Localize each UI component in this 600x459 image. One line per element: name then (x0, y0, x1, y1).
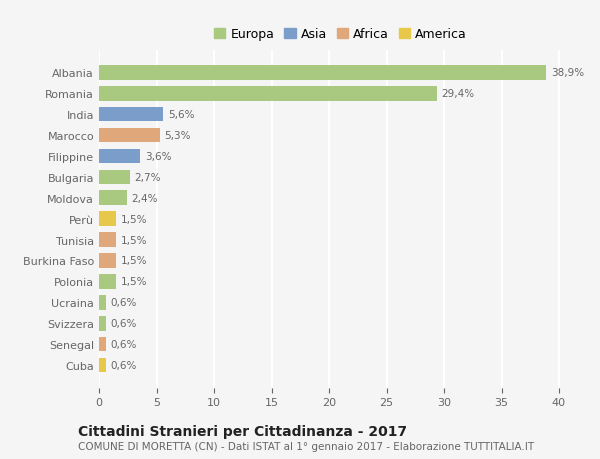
Bar (99, 253, 116, 268)
Bar (99, 87, 437, 101)
Text: 0,6%: 0,6% (110, 339, 137, 349)
Text: 5,6%: 5,6% (168, 110, 194, 120)
Text: 2,7%: 2,7% (134, 173, 161, 182)
Text: 2,4%: 2,4% (131, 193, 158, 203)
Bar (99, 358, 106, 373)
Bar (99, 233, 116, 247)
Bar (99, 316, 106, 331)
Text: 1,5%: 1,5% (121, 256, 148, 266)
Bar (99, 191, 127, 206)
Bar (99, 337, 106, 352)
Text: COMUNE DI MORETTA (CN) - Dati ISTAT al 1° gennaio 2017 - Elaborazione TUTTITALIA: COMUNE DI MORETTA (CN) - Dati ISTAT al 1… (78, 441, 534, 451)
Text: 1,5%: 1,5% (121, 235, 148, 245)
Bar (99, 212, 116, 226)
Bar (99, 170, 130, 185)
Bar (99, 149, 140, 164)
Text: 29,4%: 29,4% (442, 89, 475, 99)
Text: 0,6%: 0,6% (110, 360, 137, 370)
Text: 3,6%: 3,6% (145, 151, 172, 162)
Text: 1,5%: 1,5% (121, 277, 148, 287)
Bar (99, 107, 163, 122)
Text: Cittadini Stranieri per Cittadinanza - 2017: Cittadini Stranieri per Cittadinanza - 2… (78, 425, 407, 438)
Text: 1,5%: 1,5% (121, 214, 148, 224)
Text: 38,9%: 38,9% (551, 68, 584, 78)
Text: 0,6%: 0,6% (110, 319, 137, 329)
Legend: Europa, Asia, Africa, America: Europa, Asia, Africa, America (209, 23, 472, 46)
Text: 5,3%: 5,3% (164, 131, 191, 141)
Text: 0,6%: 0,6% (110, 297, 137, 308)
Bar (99, 274, 116, 289)
Bar (99, 295, 106, 310)
Bar (99, 129, 160, 143)
Bar (99, 66, 547, 80)
